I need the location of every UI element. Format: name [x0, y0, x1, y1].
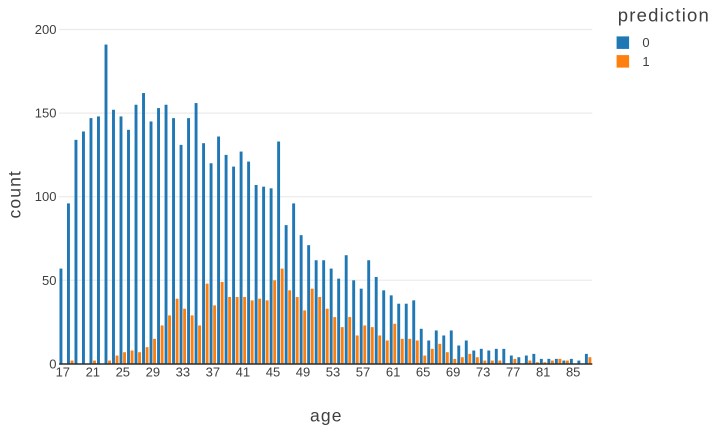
- svg-text:100: 100: [35, 189, 57, 204]
- svg-text:61: 61: [386, 364, 400, 379]
- svg-text:17: 17: [56, 364, 70, 379]
- svg-text:0: 0: [49, 356, 56, 371]
- svg-text:0: 0: [642, 35, 649, 50]
- svg-text:69: 69: [446, 364, 460, 379]
- svg-text:33: 33: [176, 364, 190, 379]
- svg-text:25: 25: [116, 364, 130, 379]
- svg-text:1: 1: [642, 54, 649, 69]
- svg-text:53: 53: [326, 364, 340, 379]
- svg-text:57: 57: [356, 364, 370, 379]
- svg-text:85: 85: [566, 364, 580, 379]
- svg-text:29: 29: [146, 364, 160, 379]
- svg-text:prediction: prediction: [618, 5, 710, 26]
- svg-text:37: 37: [206, 364, 220, 379]
- svg-text:count: count: [4, 170, 24, 218]
- svg-text:77: 77: [506, 364, 520, 379]
- svg-text:150: 150: [35, 106, 57, 121]
- svg-text:73: 73: [476, 364, 490, 379]
- svg-text:200: 200: [35, 22, 57, 37]
- svg-text:41: 41: [236, 364, 250, 379]
- svg-text:65: 65: [416, 364, 430, 379]
- svg-text:21: 21: [86, 364, 100, 379]
- svg-text:age: age: [310, 406, 343, 426]
- svg-text:50: 50: [42, 273, 56, 288]
- svg-text:49: 49: [296, 364, 310, 379]
- svg-text:45: 45: [266, 364, 280, 379]
- svg-text:81: 81: [536, 364, 550, 379]
